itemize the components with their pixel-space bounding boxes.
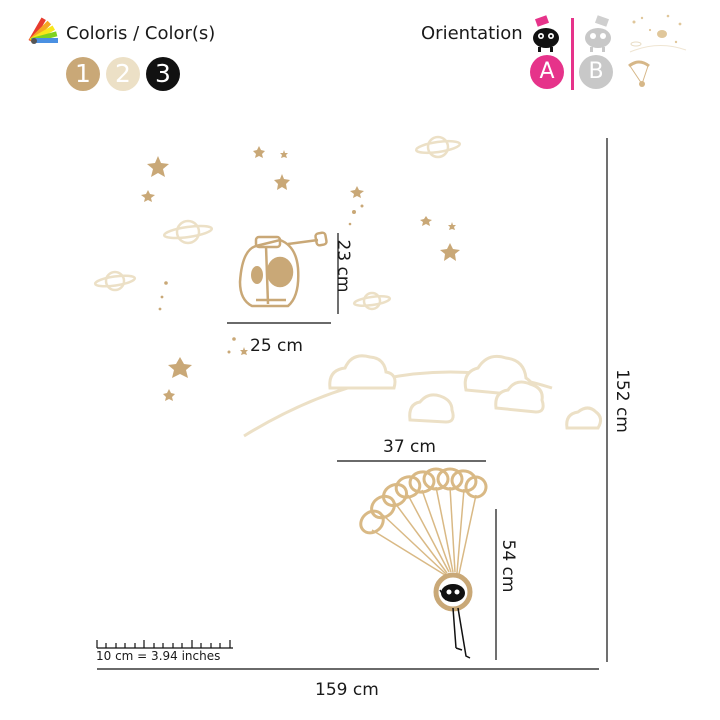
scale-note: 10 cm = 3.94 inches <box>96 649 221 663</box>
total-height-label: 152 cm <box>612 369 632 433</box>
planets <box>93 135 462 311</box>
parachute-preview-icon <box>626 58 652 90</box>
sheep-icon <box>528 14 564 54</box>
orientation-option-b[interactable]: B <box>579 55 613 89</box>
layout-preview-icon <box>628 12 688 58</box>
dimension-lines <box>96 138 608 670</box>
orientation-option-a[interactable]: A <box>530 55 564 89</box>
parachute-height-label: 54 cm <box>498 539 518 593</box>
rocket-width-label: 25 cm <box>250 336 303 356</box>
orientation-divider <box>571 18 574 90</box>
color-swatch-2[interactable]: 2 <box>106 57 140 91</box>
color-swatch-3[interactable]: 3 <box>146 57 180 91</box>
rocket-icon <box>238 231 328 308</box>
parachute-icon <box>359 467 488 659</box>
total-width-label: 159 cm <box>315 680 379 700</box>
color-swatch-1[interactable]: 1 <box>66 57 100 91</box>
stars <box>141 146 460 401</box>
sheep-icon-faded <box>580 14 616 54</box>
colors-label: Coloris / Color(s) <box>66 23 216 44</box>
parachute-width-label: 37 cm <box>383 437 436 457</box>
color-palette-icon <box>24 12 62 46</box>
clouds <box>328 354 603 430</box>
orientation-label: Orientation <box>421 23 523 44</box>
rocket-height-label: 23 cm <box>333 239 353 293</box>
